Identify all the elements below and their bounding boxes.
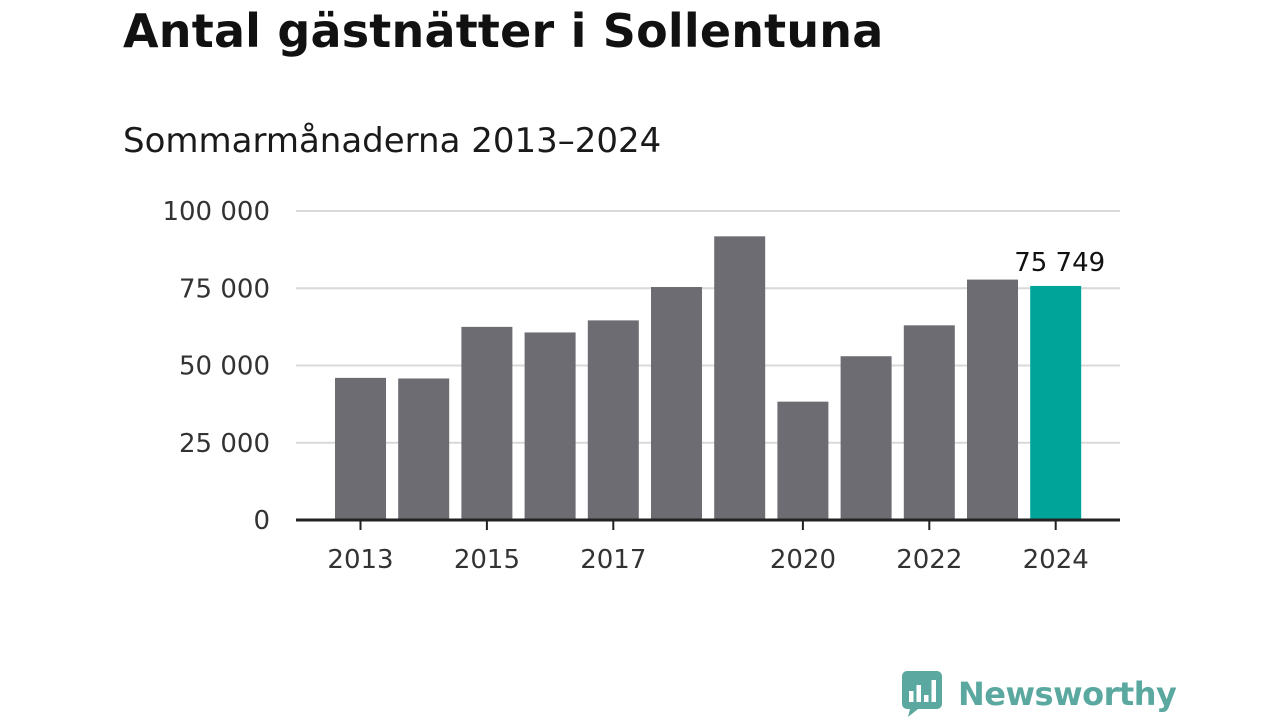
x-tick-label: 2024 xyxy=(1023,545,1089,575)
bar-2016 xyxy=(524,332,576,520)
data-label: 75 749 xyxy=(1014,248,1105,278)
chart-subtitle: Sommarmånaderna 2013–2024 xyxy=(123,121,662,161)
y-tick-label: 75 000 xyxy=(179,274,270,304)
bar-2023 xyxy=(967,279,1018,520)
bar-2015 xyxy=(461,326,513,520)
y-tick-label: 0 xyxy=(253,506,270,536)
bar-2021 xyxy=(840,356,892,520)
bar-2020 xyxy=(777,401,829,520)
y-tick-label: 25 000 xyxy=(179,429,270,459)
bar-2019 xyxy=(714,236,766,520)
y-tick-label: 100 000 xyxy=(162,197,270,227)
newsworthy-logo: Newsworthy xyxy=(902,670,1177,718)
bars xyxy=(335,236,1082,520)
bar-2024 xyxy=(1030,285,1082,520)
brand-name: Newsworthy xyxy=(958,675,1177,713)
x-tick-label: 2020 xyxy=(770,545,836,575)
x-tick-label: 2017 xyxy=(580,545,646,575)
x-tick-label: 2015 xyxy=(454,545,520,575)
x-axis-labels: 2013 2015 2017 2020 2022 2024 xyxy=(327,545,1088,575)
bar-2022 xyxy=(903,325,955,520)
chart-title: Antal gästnätter i Sollentuna xyxy=(123,4,884,58)
data-labels: 75 749 xyxy=(1014,248,1105,278)
bar-chart-speech-bubble-icon xyxy=(902,671,942,717)
bar-2014 xyxy=(398,378,450,520)
x-tick-label: 2022 xyxy=(896,545,962,575)
bar-2013 xyxy=(335,377,386,520)
y-axis-labels: 0 25 000 50 000 75 000 100 000 xyxy=(162,197,270,536)
x-axis xyxy=(296,518,1120,530)
y-tick-label: 50 000 xyxy=(179,352,270,382)
bar-2017 xyxy=(587,320,639,520)
x-tick-label: 2013 xyxy=(327,545,393,575)
bar-2018 xyxy=(651,287,702,520)
